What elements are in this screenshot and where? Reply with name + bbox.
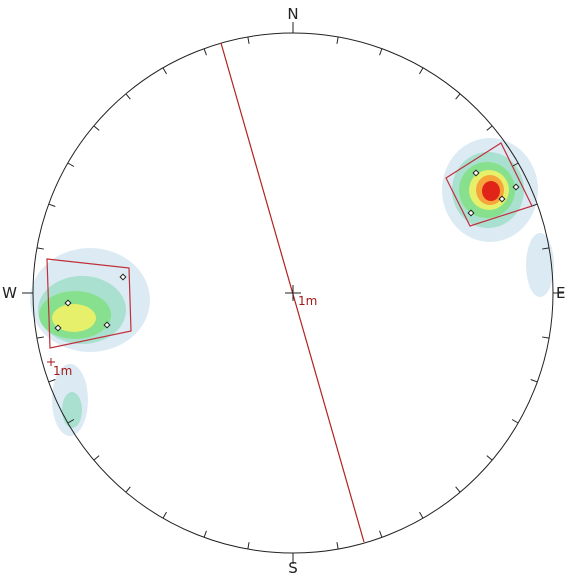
azimuth-tick <box>511 162 519 167</box>
azimuth-tick <box>419 511 424 519</box>
south-label: S <box>288 559 298 575</box>
pole-point <box>64 299 72 307</box>
azimuth-tick <box>486 125 493 131</box>
pole-point <box>54 324 62 332</box>
azimuth-tick <box>247 542 250 550</box>
azimuth-tick <box>486 455 493 461</box>
azimuth-tick <box>247 36 250 44</box>
pole-points <box>54 169 520 332</box>
azimuth-tick <box>455 93 461 100</box>
azimuth-tick <box>455 486 461 493</box>
azimuth-tick <box>67 419 75 424</box>
azimuth-tick <box>36 336 44 339</box>
azimuth-tick <box>125 93 131 100</box>
azimuth-tick <box>162 67 167 75</box>
azimuth-tick <box>48 203 56 207</box>
pole-point <box>103 321 111 329</box>
azimuth-tick <box>93 455 100 461</box>
pole-point <box>119 273 127 281</box>
azimuth-tick <box>379 48 383 56</box>
azimuth-tick <box>419 67 424 75</box>
azimuth-tick <box>336 542 339 550</box>
west-annotation: 1m <box>53 364 72 378</box>
north-label: N <box>287 5 298 23</box>
pole-point <box>472 169 480 177</box>
contour-cluster-west <box>30 248 150 436</box>
azimuth-tick <box>542 247 550 250</box>
azimuth-tick <box>336 36 339 44</box>
contour-cluster-northeast <box>442 138 554 297</box>
window-west <box>46 258 132 349</box>
azimuth-tick <box>203 530 207 538</box>
azimuth-tick <box>203 48 207 56</box>
window-northeast <box>445 142 533 227</box>
azimuth-tick <box>67 162 75 167</box>
azimuth-tick <box>162 511 167 519</box>
pole-point <box>467 209 475 217</box>
azimuth-tick <box>530 379 538 383</box>
azimuth-tick <box>48 379 56 383</box>
azimuth-tick <box>511 419 519 424</box>
west-plus-marker <box>47 358 55 366</box>
azimuth-tick <box>36 247 44 250</box>
azimuth-ticks <box>36 36 550 550</box>
azimuth-tick <box>125 486 131 493</box>
cardinal-ticks <box>22 22 564 564</box>
west-label: W <box>2 284 17 302</box>
azimuth-tick <box>93 125 100 131</box>
center-annotation: 1m <box>298 294 317 308</box>
east-label: E <box>556 284 565 302</box>
azimuth-tick <box>542 336 550 339</box>
azimuth-tick <box>379 530 383 538</box>
pole-point <box>498 195 506 203</box>
density-contours <box>30 138 554 436</box>
center-cross <box>285 285 301 301</box>
pole-point <box>512 183 520 191</box>
